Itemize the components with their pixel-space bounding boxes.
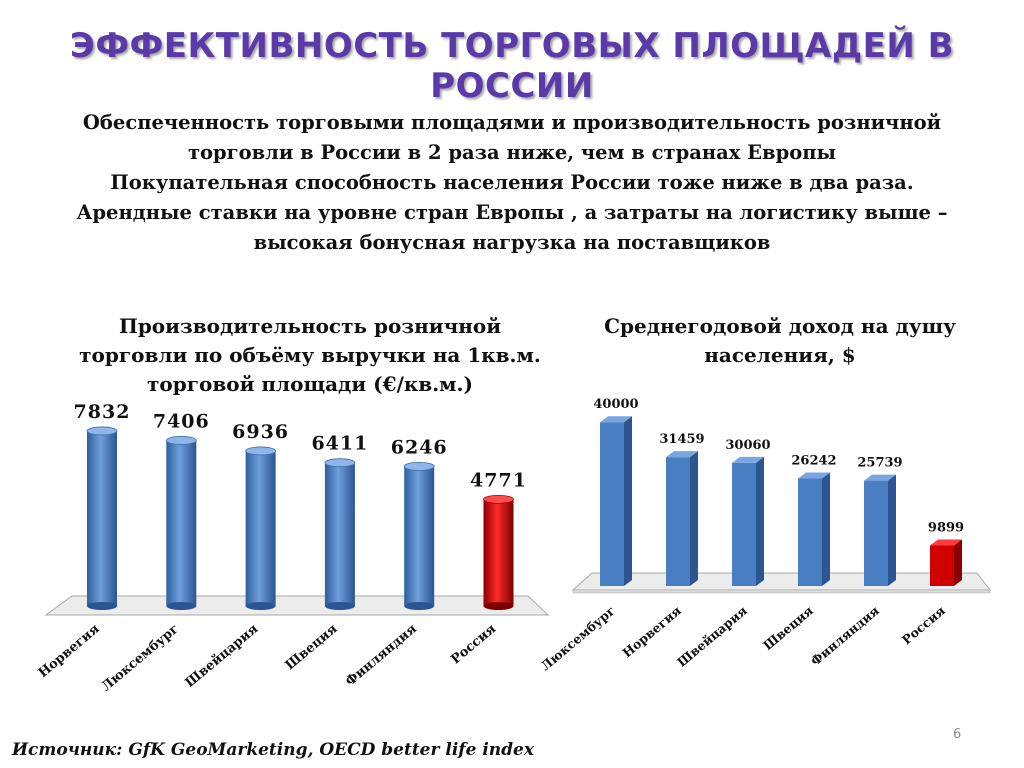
chart1-value-label: 7406 [153,410,210,432]
chart1-bar [165,436,197,610]
chart1-value-label: 6246 [391,436,448,458]
chart1-bar [245,446,277,610]
chart1-bar [483,494,514,610]
chart1-category-label: Россия [448,621,499,667]
chart1-bar [86,426,118,610]
slide-title: ЭФФЕКТИВНОСТЬ ТОРГОВЫХ ПЛОЩАДЕЙ В РОССИИ [69,26,955,106]
intro-line: Покупательная способность населения Росс… [110,171,914,194]
chart1-category-label: Швеция [283,621,341,673]
chart1-value-label: 6936 [232,421,289,443]
intro-line: Арендные ставки на уровне стран Европы ,… [76,201,948,224]
chart2-title-line: населения, $ [704,343,856,367]
chart1-title: Производительность розничной торговли по… [40,312,580,399]
chart1-title-line: торговли по объёму выручки на 1кв.м. [79,343,541,367]
source-note: Источник: GfK GeoMarketing, OECD better … [12,740,534,760]
chart1-title-line: торговой площади (€/кв.м.) [147,372,473,396]
chart1-bar [324,458,356,610]
chart2-title: Среднегодовой доход на душу населения, $ [580,312,980,370]
chart1-value-label: 6411 [311,433,368,455]
intro-line: Обеспеченность торговыми площадями и про… [82,111,942,134]
chart1-title-line: Производительность розничной [118,314,502,338]
chart1-category-label: Швейцария [183,621,262,690]
intro-line: высокая бонусная нагрузка на поставщиков [253,231,771,254]
intro-text: Обеспеченность торговыми площадями и про… [20,108,1004,258]
chart1-category-label: Люксембург [99,622,182,695]
intro-line: торговли в России в 2 раза ниже, чем в с… [187,141,837,164]
chart2-title-line: Среднегодовой доход на душу [604,314,956,338]
chart1-value-label: 4771 [470,469,527,491]
chart1-bar [403,461,435,610]
chart1-value-label: 7832 [74,401,131,423]
chart1-category-label: Норвегия [36,621,103,681]
chart1-category-label: Финляндия [343,621,420,689]
page-number: 6 [953,727,962,742]
chart1-floor [44,595,550,616]
